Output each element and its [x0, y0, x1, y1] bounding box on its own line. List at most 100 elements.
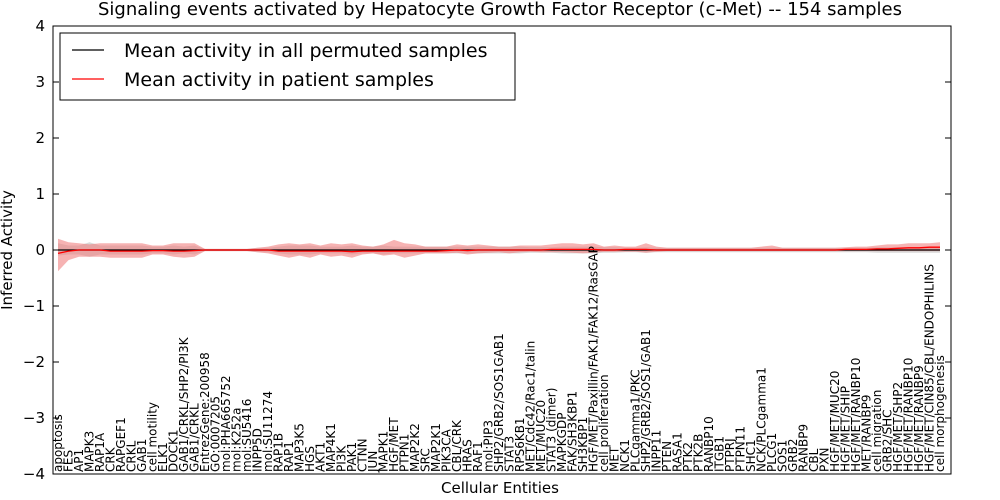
x-tick-label: HRAS — [461, 439, 475, 472]
y-tick-label: 4 — [35, 17, 45, 35]
x-tick-label: mol:SU11274 — [261, 391, 275, 472]
y-tick-label: 1 — [35, 185, 45, 203]
x-tick-label: CTNN — [356, 438, 370, 472]
x-tick-label: SRC — [419, 448, 433, 472]
x-tick-label: PTEN — [660, 441, 674, 472]
x-tick-label: PTPN1 — [398, 434, 412, 472]
x-tick-label: MET/MUC20 — [534, 400, 548, 472]
x-tick-label: RPS6KB1 — [513, 417, 527, 472]
legend-box — [59, 32, 516, 101]
x-tick-label: RAF1 — [471, 441, 485, 472]
x-tick-label: PTK2 — [681, 442, 695, 472]
x-tick-label: GRB2/SHC — [881, 409, 895, 472]
x-tick-label: cell morphogenesis — [933, 355, 947, 472]
y-axis: −4 −3 −2 −1 0 1 2 3 4 — [23, 17, 951, 483]
x-tick-label: CBL — [807, 448, 821, 472]
x-tick-label: RAPGEF1 — [114, 417, 128, 472]
x-tick-label: SHP2/GRB2/SOS1GAB1 — [492, 333, 506, 472]
y-axis-label: Inferred Activity — [0, 190, 16, 310]
y-tick-label: −3 — [23, 409, 45, 427]
x-tick-label: RANBP9 — [797, 424, 811, 472]
x-tick-label: RAP1A — [93, 432, 107, 472]
x-tick-label: ELK1 — [156, 442, 170, 472]
x-tick-label: CRK — [104, 446, 118, 472]
x-tick-label: MAPK1 — [377, 431, 391, 472]
x-tick-label: PAK1 — [345, 442, 359, 472]
x-tick-label: AKT1 — [314, 442, 328, 472]
x-tick-label: MET/Cdc42/Rac1/talin — [524, 341, 538, 472]
x-tick-label: GRB2 — [786, 438, 800, 472]
x-tick-label: MAP4K1 — [324, 423, 338, 472]
x-tick-label: AP1 — [72, 449, 86, 472]
x-tick-label: JUN — [366, 451, 380, 473]
x-tick-label: mol:PHA665752 — [219, 375, 233, 472]
x-tick-label: MET — [608, 446, 622, 472]
x-tick-label: INPP11 — [650, 430, 664, 472]
x-tick-label: EntrezGene:200958 — [198, 352, 212, 472]
x-tick-label: FAK/SH3KBP1 — [566, 391, 580, 472]
y-tick-label: −1 — [23, 297, 45, 315]
x-tick-label: CRKL — [125, 440, 139, 472]
x-tick-label: PTPN11 — [734, 426, 748, 472]
band-layer — [58, 238, 940, 272]
y-tick-label: 2 — [35, 129, 45, 147]
x-tick-label: mol:K252a — [230, 407, 244, 472]
x-tick-label: cell motility — [146, 402, 160, 472]
x-tick-label: STAT3 — [503, 436, 517, 472]
x-tick-label: STAT3 (dimer) — [545, 388, 559, 472]
x-tick-label: HGF/MET/Paxillin/FAK1/FAK12/RasGAP — [587, 246, 601, 472]
y-tick-label: 0 — [35, 241, 45, 259]
legend-label-patient: Mean activity in patient samples — [124, 69, 434, 91]
x-tick-label: mol:SU5416 — [240, 399, 254, 472]
x-tick-label: RASA1 — [671, 432, 685, 472]
x-tick-label: MAPK3 — [83, 431, 97, 472]
x-tick-label: DOCK1 — [167, 429, 181, 472]
x-tick-label: PLCgamma1/PKC — [629, 369, 643, 472]
x-tick-label: MAP2K1 — [429, 423, 443, 472]
band-patient — [58, 238, 940, 272]
x-tick-label: cell migration — [870, 390, 884, 472]
x-tick-label: HGF/MET/RANBP10 — [902, 358, 916, 472]
x-tick-label: cell proliferation — [597, 374, 611, 472]
x-tick-label: PLCG1 — [765, 433, 779, 472]
legend-label-permuted: Mean activity in all permuted samples — [124, 40, 487, 62]
x-tick-label: HGF/MET/SHIP — [839, 386, 853, 472]
chart-title: Signaling events activated by Hepatocyte… — [98, 0, 902, 20]
x-tick-label: apoptosis — [51, 414, 65, 472]
x-axis-label: Cellular Entities — [441, 479, 559, 497]
x-tick-label: NCK1 — [618, 439, 632, 472]
x-tick-label: FES — [62, 450, 76, 472]
x-tick-label: GAB1 — [135, 439, 149, 472]
legend: Mean activity in all permuted samples Me… — [59, 32, 516, 101]
x-tick-label: PTPRJ — [723, 438, 737, 472]
x-tick-label: HGF/MET — [387, 417, 401, 472]
x-tick-label: MAP3K5 — [293, 423, 307, 472]
x-tick-label: GAB1/CRKL — [188, 403, 202, 472]
line-patient — [57, 246, 940, 255]
x-tick-labels: apoptosisFESAP1MAPK3RAP1ACRKRAPGEF1CRKLG… — [51, 246, 947, 473]
x-tick-label: MAP2K2 — [408, 423, 422, 472]
x-tick-label: MAPKGDP — [555, 413, 569, 472]
x-tick-label: HGF/MET/RANBP9 — [912, 365, 926, 472]
x-tick-label: HGF/MET/SHP2 — [891, 382, 905, 472]
x-tick-label: PIK3CA — [440, 428, 454, 472]
x-tick-label: MET/RANBP9 — [860, 395, 874, 472]
x-tick-label: PI3K — [335, 445, 349, 472]
x-tick-label: HGS — [303, 446, 317, 472]
x-tick-label: NCK/PLCgamma1 — [755, 367, 769, 472]
x-tick-label: PTK2B — [692, 434, 706, 472]
x-tick-label: mol:PIP3 — [482, 420, 496, 472]
x-tick-label: GAB1/CRKL/SHP2/PI3K — [177, 336, 191, 472]
x-tick-label: SOS1 — [776, 440, 790, 472]
x-tick-label: CBL/CRK — [450, 419, 464, 472]
x-tick-label: HGF/MET/RANBP10 — [849, 358, 863, 472]
x-tick-label: INPP5D — [251, 428, 265, 472]
x-tick-label: SHP2/GRB2/SOS1/GAB1 — [639, 329, 653, 472]
x-tick-label: GO:0007205 — [209, 396, 223, 472]
y-tick-label: 3 — [35, 73, 45, 91]
x-tick-label: SHC1 — [744, 439, 758, 472]
x-tick-label: HGF/MET/CIN85/CBL/ENDOPHILINS — [923, 264, 937, 472]
x-tick-label: RANBP10 — [702, 416, 716, 472]
x-tick-label: HGF/MET/MUC20 — [828, 371, 842, 472]
